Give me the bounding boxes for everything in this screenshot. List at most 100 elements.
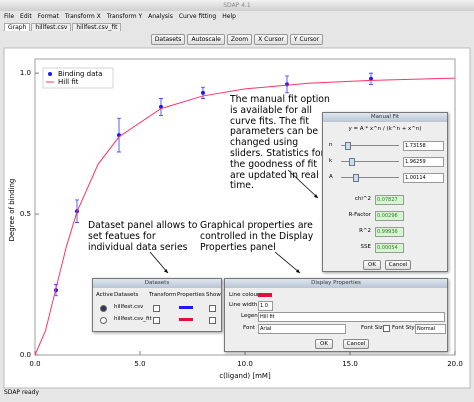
menu-bar: File Edit Format Transform X Transform Y… (0, 11, 474, 21)
legend-box (42, 67, 114, 89)
dialog-title: Datasets (93, 279, 221, 288)
data-point (285, 82, 289, 87)
menu-item[interactable]: Curve fitting (178, 12, 217, 20)
field-label: Legend (241, 313, 262, 319)
datasets-dialog: Datasets Active Datasets Transform Prope… (92, 278, 222, 332)
fit-line (34, 77, 456, 356)
y-tick-label: 0.5 (20, 210, 31, 218)
combo-box[interactable]: Arial (258, 324, 346, 334)
stat-name: chi^2 (354, 196, 371, 202)
text-field[interactable]: 1.0 (258, 301, 273, 311)
field-label: Font Style (392, 325, 420, 331)
column-header: Properties (177, 292, 205, 298)
cancel-button[interactable]: Cancel (343, 339, 369, 349)
arrow-head (314, 194, 318, 198)
slider-thumb[interactable] (345, 142, 351, 150)
toolbar: Datasets Autoscale Zoom X Cursor Y Curso… (0, 33, 474, 45)
checkbox[interactable] (209, 317, 216, 324)
ok-button[interactable]: OK (315, 339, 333, 349)
param-name: n (329, 142, 333, 148)
menu-item[interactable]: Transform Y (106, 12, 143, 20)
menu-item[interactable]: Transform X (64, 12, 101, 20)
stat-value: 0.99936 (375, 227, 404, 237)
toolbar-button[interactable]: Zoom (226, 33, 253, 45)
menu-item[interactable]: Edit (20, 12, 32, 20)
slider-track (341, 145, 399, 146)
combo-box[interactable]: Normal (415, 324, 446, 334)
checkbox[interactable] (209, 305, 216, 312)
dialog-title: Display Properties (225, 279, 447, 288)
checkbox[interactable] (153, 317, 160, 324)
field-label: Font Size (361, 325, 387, 331)
annotation: The manual fit option is available for a… (230, 94, 330, 192)
data-point (201, 90, 205, 95)
annotation: Graphical properties are controlled in t… (200, 220, 314, 253)
status-bar: SDAP ready (4, 389, 40, 396)
column-header: Show (206, 292, 221, 298)
legend-label: Hill fit (58, 78, 79, 86)
slider-thumb[interactable] (353, 174, 359, 182)
color-swatch[interactable] (179, 306, 193, 309)
stat-value: 0.07827 (375, 195, 404, 205)
param-name: A (329, 174, 333, 180)
ok-button[interactable]: OK (363, 260, 381, 270)
manual-fit-dialog: Manual Fit y = A * x^n / (k^n + x^n) n 1.… (322, 112, 448, 272)
data-point (369, 76, 373, 81)
param-value[interactable]: 1.00114 (403, 173, 444, 183)
color-swatch[interactable] (179, 318, 193, 321)
param-value[interactable]: 1.96259 (403, 157, 444, 167)
y-axis-label: Degree of binding (8, 179, 16, 242)
dialog-title: Manual Fit (323, 113, 447, 122)
toolbar-button[interactable]: Autoscale (187, 33, 225, 45)
x-tick-label: 15.0 (342, 360, 358, 368)
y-tick-label: 1.0 (20, 69, 31, 77)
arrow (287, 169, 319, 199)
arrow-head (296, 269, 300, 273)
cancel-button[interactable]: Cancel (385, 260, 411, 270)
param-value[interactable]: 1.73158 (403, 141, 444, 151)
stat-value: 0.00296 (375, 211, 404, 221)
arrow (149, 251, 169, 274)
field-label: Font (243, 325, 255, 331)
checkbox[interactable] (383, 325, 390, 332)
tab[interactable]: Graph (4, 23, 31, 31)
checkbox[interactable] (153, 305, 160, 312)
stat-name: R-Factor (348, 212, 371, 218)
stat-name: R^2 (359, 228, 371, 234)
toolbar-button[interactable]: X Cursor (254, 33, 288, 45)
toolbar-button[interactable]: Y Cursor (289, 33, 324, 45)
legend-swatch (48, 72, 52, 76)
color-swatch[interactable] (258, 293, 272, 297)
radio[interactable] (100, 305, 107, 312)
field-label: Line width (229, 302, 258, 308)
dataset-name: hillfest.csv (114, 304, 144, 310)
tab[interactable]: hillfest.csv_fit (72, 23, 122, 31)
x-axis-label: c(ligand) [mM] (219, 372, 271, 380)
field-label: Line colour (229, 292, 260, 298)
slider-track (341, 161, 399, 162)
title-bar: SDAP 4.1 (0, 0, 474, 11)
stat-value: 0.00054 (375, 243, 404, 253)
toolbar-button[interactable]: Datasets (150, 33, 186, 45)
menu-item[interactable]: Format (37, 12, 59, 20)
x-tick-label: 20.0 (447, 360, 463, 368)
x-tick-label: 10.0 (237, 360, 253, 368)
radio[interactable] (100, 317, 107, 324)
tab-bar: Graph hillfest.csv hillfest.csv_fit (0, 21, 474, 31)
y-tick-label: 0.0 (20, 351, 31, 359)
menu-item[interactable]: Help (222, 12, 236, 20)
annotation: Dataset panel allows to set featues for … (88, 220, 198, 253)
arrow-head (164, 269, 168, 273)
stat-name: SSE (360, 244, 371, 250)
text-field[interactable]: Hill fit (258, 312, 445, 322)
param-name: k (329, 158, 333, 164)
window-title: SDAP 4.1 (223, 2, 251, 9)
slider-track (341, 177, 399, 178)
menu-item[interactable]: Analysis (148, 12, 173, 20)
slider-thumb[interactable] (349, 158, 355, 166)
tab[interactable]: hillfest.csv (31, 23, 72, 31)
menu-item[interactable]: File (4, 12, 15, 20)
column-header: Active (96, 292, 114, 298)
column-header: Datasets (114, 292, 139, 298)
